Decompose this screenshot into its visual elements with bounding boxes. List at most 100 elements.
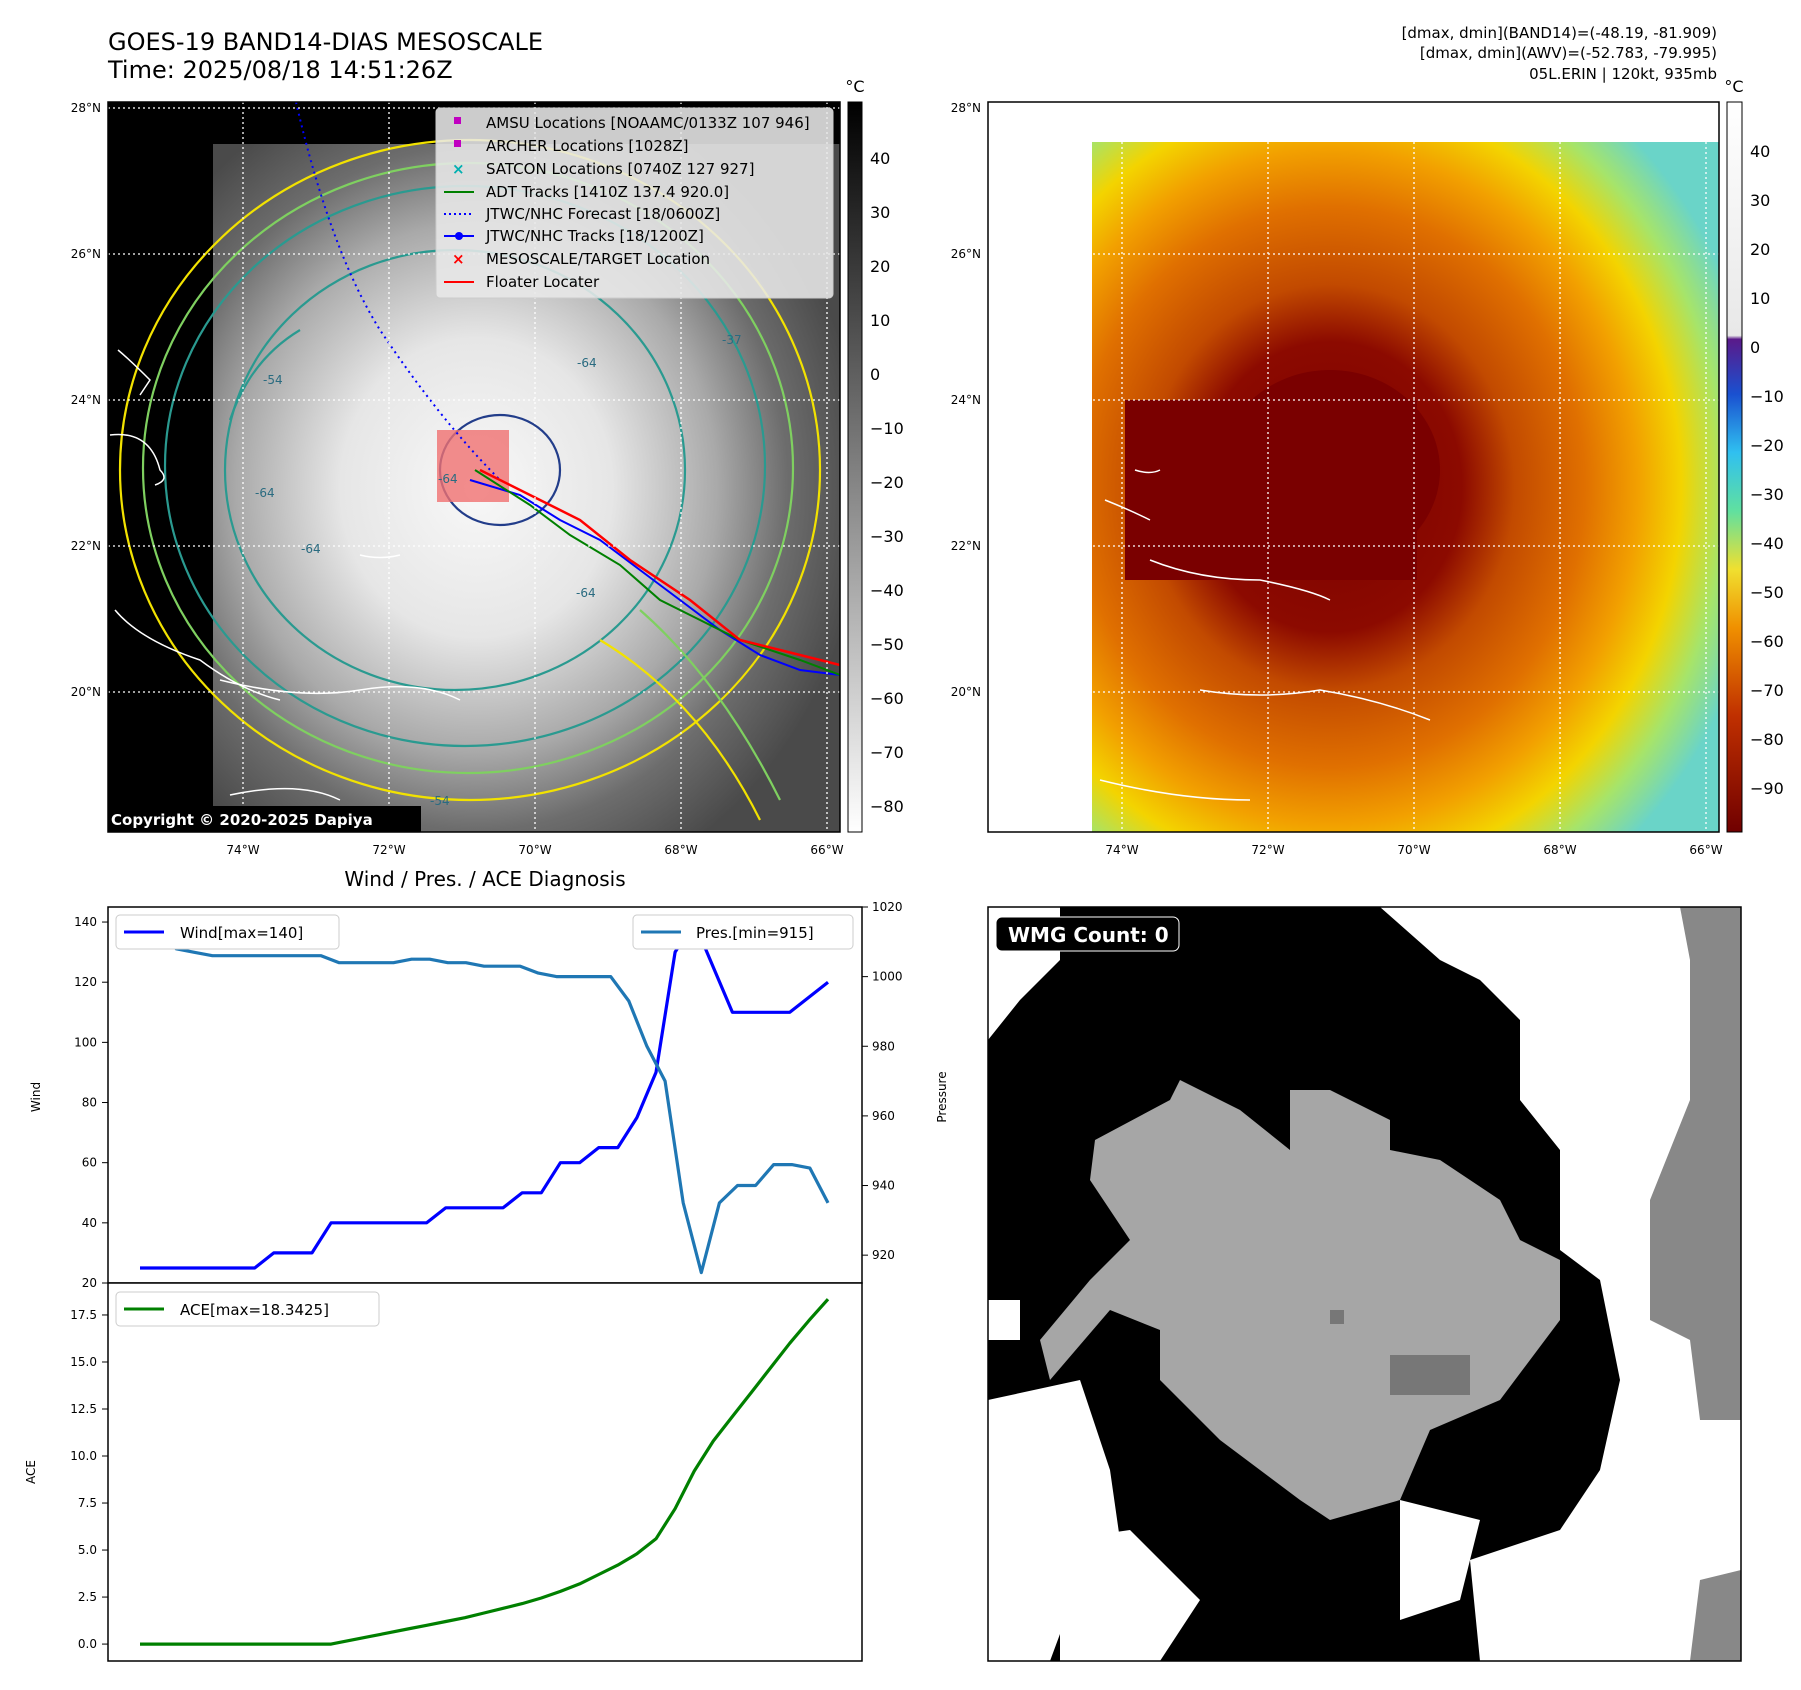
wmg-count-label: WMG Count: 0 — [1008, 923, 1169, 947]
legend-label-amsu: AMSU Locations [NOAAMC/0133Z 107 946] — [486, 114, 810, 132]
map1-lat-tick: 22°N — [71, 539, 101, 553]
wind-axis-label: Wind — [29, 1082, 43, 1112]
pressure-legend: Pres.[min=915] — [632, 914, 854, 950]
ace-axis-ticks: 17.5 15.0 12.5 10.0 7.5 5.0 2.5 0.0 — [70, 1308, 108, 1651]
map-awv-panel — [988, 102, 1719, 832]
colorbar-awv-tick: 0 — [1750, 338, 1760, 357]
map1-lat-tick: 24°N — [71, 393, 101, 407]
colorbar-band14-tick: 0 — [870, 365, 880, 384]
colorbar-awv-tick: 10 — [1750, 289, 1770, 308]
legend-marker-amsu — [454, 117, 461, 124]
copyright-box — [108, 806, 421, 832]
map2-lat-tick: 22°N — [951, 539, 981, 553]
contour-label: -64 — [577, 356, 597, 370]
map1-lon-tick: 70°W — [518, 843, 551, 857]
legend-label-archer: ARCHER Locations [1028Z] — [486, 137, 689, 155]
legend-marker-archer — [454, 140, 461, 147]
map1-lon-tick: 66°W — [810, 843, 843, 857]
map2-lon-tick: 66°W — [1689, 843, 1722, 857]
map1-legend: AMSU Locations [NOAAMC/0133Z 107 946] AR… — [435, 107, 834, 299]
colorbar-awv-tick: −70 — [1750, 681, 1784, 700]
pressure-tick-label: 980 — [872, 1039, 895, 1053]
colorbar-band14-tick: −30 — [870, 527, 904, 546]
colorbar-band14-tick: −60 — [870, 689, 904, 708]
colorbar-band14-tick: −80 — [870, 797, 904, 816]
ace-tick-label: 17.5 — [70, 1308, 97, 1322]
pressure-tick-label: 1020 — [872, 900, 903, 914]
wind-legend: Wind[max=140] — [115, 914, 340, 950]
pressure-legend-label: Pres.[min=915] — [696, 924, 814, 942]
map1-lon-tick: 74°W — [226, 843, 259, 857]
contour-label: -64 — [301, 542, 321, 556]
pressure-tick-label: 940 — [872, 1179, 895, 1193]
map2-lon-tick: 74°W — [1105, 843, 1138, 857]
colorbar-awv-tick: 20 — [1750, 240, 1770, 259]
wind-pressure-marks — [140, 920, 830, 1275]
contour-label: -37 — [722, 333, 742, 347]
ace-series-line — [140, 1298, 830, 1646]
map2-lat-tick: 28°N — [951, 101, 981, 115]
contour-label: -54 — [263, 373, 283, 387]
wind-tick-label: 40 — [82, 1216, 97, 1230]
map2-lon-tick: 70°W — [1397, 843, 1430, 857]
map2-lon-tick: 68°W — [1543, 843, 1576, 857]
info-awv-range: [dmax, dmin](AWV)=(-52.783, -79.995) — [1419, 44, 1717, 62]
contour-label: -64 — [576, 586, 596, 600]
colorbar-band14 — [847, 101, 863, 833]
pressure-axis-label: Pressure — [935, 1071, 949, 1122]
ace-legend-label: ACE[max=18.3425] — [180, 1301, 329, 1319]
legend-label-adt: ADT Tracks [1410Z 137.4 920.0] — [486, 183, 729, 201]
legend-label-mesoscale: MESOSCALE/TARGET Location — [486, 250, 710, 268]
ace-tick-label: 10.0 — [70, 1449, 97, 1463]
wind-series-line — [140, 920, 829, 1270]
colorbar-band14-tick: 30 — [870, 203, 890, 222]
colorbar-band14-tick: −50 — [870, 635, 904, 654]
wind-tick-label: 100 — [74, 1035, 97, 1049]
pressure-axis-ticks: 1020 1000 980 960 940 920 — [862, 900, 903, 1262]
legend-label-satcon: SATCON Locations [0740Z 127 927] — [486, 160, 754, 178]
ace-tick-label: 7.5 — [78, 1496, 97, 1510]
wind-tick-label: 140 — [74, 915, 97, 929]
colorbar-band14-tick: 40 — [870, 149, 890, 168]
info-storm-summary: 05L.ERIN | 120kt, 935mb — [1529, 65, 1717, 83]
diagnosis-title: Wind / Pres. / ACE Diagnosis — [344, 867, 625, 891]
wind-pressure-plot — [108, 907, 862, 1283]
colorbar-awv-tick: −40 — [1750, 534, 1784, 553]
wind-tick-label: 60 — [82, 1156, 97, 1170]
map2-frame — [987, 101, 1720, 833]
colorbar-awv-tick: −50 — [1750, 583, 1784, 602]
ace-tick-label: 12.5 — [70, 1402, 97, 1416]
colorbar-awv-tick: −20 — [1750, 436, 1784, 455]
map1-lat-tick: 28°N — [71, 101, 101, 115]
colorbar-awv-tick: 40 — [1750, 142, 1770, 161]
colorbar-band14-unit: °C — [845, 77, 864, 96]
colorbar-awv-tick: 30 — [1750, 191, 1770, 210]
map1-lat-tick: 20°N — [71, 685, 101, 699]
map1-lon-tick: 72°W — [372, 843, 405, 857]
wind-tick-label: 120 — [74, 975, 97, 989]
contour-label: -64 — [438, 472, 458, 486]
pressure-series-line — [140, 926, 830, 1275]
legend-label-forecast: JTWC/NHC Forecast [18/0600Z] — [485, 205, 720, 223]
wmg-panel: WMG Count: 0 — [988, 907, 1741, 1661]
wmg-frame — [987, 906, 1742, 1662]
info-band14-range: [dmax, dmin](BAND14)=(-48.19, -81.909) — [1401, 24, 1717, 42]
colorbar-band14-tick: −70 — [870, 743, 904, 762]
map2-lon-tick: 72°W — [1251, 843, 1284, 857]
colorbar-awv — [1726, 101, 1743, 833]
pressure-tick-label: 1000 — [872, 970, 903, 984]
contour-label: -54 — [430, 794, 450, 808]
copyright-text: Copyright © 2020-2025 Dapiya — [111, 811, 373, 829]
wind-tick-label: 80 — [82, 1096, 97, 1110]
ace-axis-label: ACE — [24, 1460, 38, 1484]
ace-tick-label: 5.0 — [78, 1543, 97, 1557]
pressure-tick-label: 920 — [872, 1248, 895, 1262]
ace-marks — [140, 1298, 830, 1646]
ace-legend: ACE[max=18.3425] — [115, 1291, 380, 1327]
legend-label-tracks: JTWC/NHC Tracks [18/1200Z] — [485, 227, 704, 245]
map2-lat-tick: 26°N — [951, 247, 981, 261]
colorbar-awv-tick: −80 — [1750, 730, 1784, 749]
colorbar-band14-tick: −20 — [870, 473, 904, 492]
map1-lon-tick: 68°W — [664, 843, 697, 857]
